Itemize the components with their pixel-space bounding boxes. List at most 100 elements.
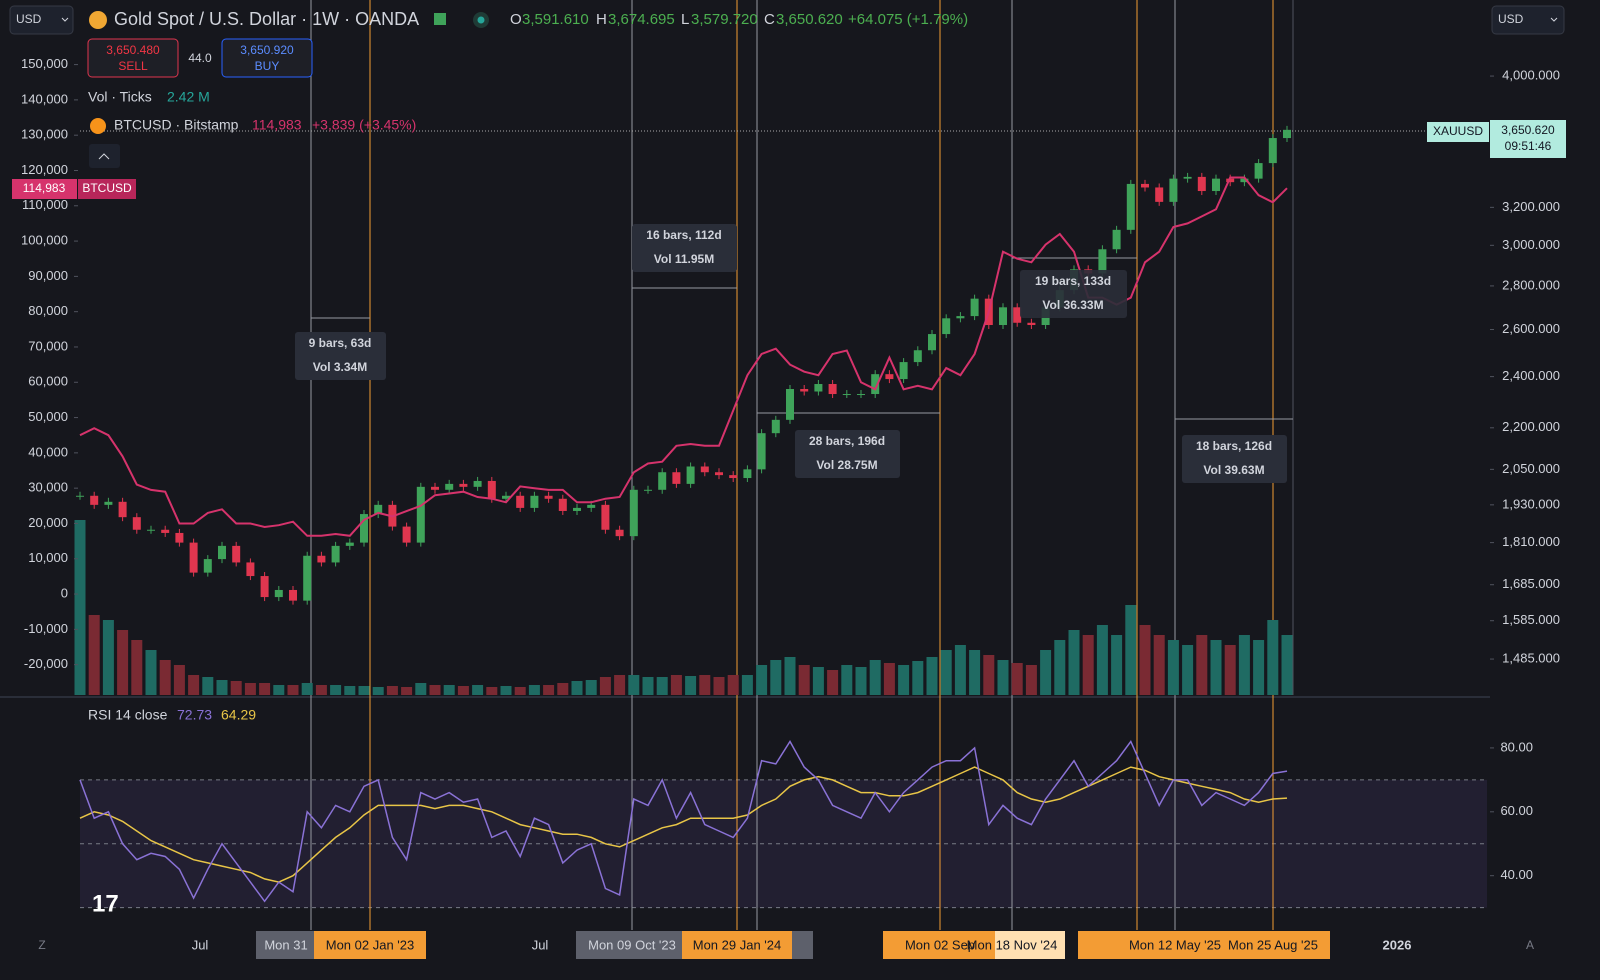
- volume-bar: [954, 645, 966, 695]
- volume-bar: [159, 660, 171, 695]
- gold-price: 3,650.620: [1501, 123, 1555, 137]
- y-tick-label: 2,050.000: [1502, 461, 1560, 476]
- candle: [360, 514, 368, 543]
- candle: [743, 469, 752, 479]
- volume-bar: [1267, 620, 1279, 695]
- o-label: O: [510, 11, 522, 28]
- time-tag: [995, 931, 1065, 959]
- volume-bar: [401, 687, 413, 695]
- volume-bar: [244, 683, 256, 695]
- candle: [374, 504, 383, 515]
- candle: [1197, 176, 1206, 192]
- buy-price: 3,650.920: [240, 43, 294, 57]
- candle: [1098, 249, 1107, 274]
- y-tick-label: 1,930.000: [1502, 496, 1560, 511]
- volume-bar: [1040, 650, 1052, 695]
- measurements: 9 bars, 63d Vol 3.34M 16 bars, 112d Vol …: [295, 224, 1287, 483]
- symbol-title[interactable]: Gold Spot / U.S. Dollar · 1W · OANDA: [114, 9, 419, 29]
- gold-price-tag: [1490, 120, 1566, 158]
- buy-button[interactable]: [221, 38, 313, 78]
- measure-bars: 28 bars, 196d: [809, 434, 885, 448]
- l-label: L: [681, 11, 689, 28]
- h-label: H: [596, 11, 607, 28]
- candle: [246, 562, 255, 577]
- candle: [203, 559, 212, 573]
- compare-price: 114,983: [252, 117, 302, 133]
- y-tick-label: 2,600.000: [1502, 321, 1560, 336]
- time-label: Jul: [192, 937, 209, 952]
- volume-bar: [1253, 640, 1265, 695]
- volume-bar: [372, 687, 384, 695]
- currency-select[interactable]: [1491, 5, 1565, 35]
- volume-bar: [883, 663, 895, 695]
- candle: [771, 419, 780, 434]
- candle: [445, 483, 454, 490]
- logo[interactable]: 17: [92, 890, 119, 917]
- volume-bar: [1054, 640, 1066, 695]
- volume-bar: [344, 686, 356, 695]
- collapse-button[interactable]: [89, 144, 120, 168]
- candle: [828, 384, 837, 395]
- y-tick-label: 60.00: [1500, 803, 1533, 818]
- volume-bar: [315, 685, 327, 695]
- y-tick-label: 70,000: [28, 338, 68, 353]
- y-tick-label: 40.00: [1500, 867, 1533, 882]
- z-icon[interactable]: Z: [38, 938, 45, 952]
- candle: [786, 388, 794, 420]
- candle: [615, 529, 624, 537]
- auto-icon[interactable]: A: [1526, 938, 1534, 952]
- candle: [842, 394, 851, 396]
- volume-bar: [88, 615, 100, 695]
- o-value: 3,591.610: [522, 11, 589, 28]
- volume-bar: [131, 640, 143, 695]
- time-tag: [256, 931, 314, 959]
- candle: [1254, 163, 1263, 179]
- btc-price-tag: [12, 179, 77, 199]
- candle: [757, 433, 766, 470]
- rsi-ma-value: 64.29: [221, 707, 256, 723]
- h-value: 3,674.695: [608, 11, 675, 28]
- candle: [1169, 178, 1178, 202]
- volume-bar: [145, 650, 157, 695]
- y-tick-label: 1,810.000: [1502, 534, 1560, 549]
- candle: [331, 545, 340, 563]
- measure-box: [632, 224, 737, 272]
- volume-bar: [230, 681, 242, 695]
- volume-bar: [500, 686, 512, 695]
- volume-bar: [273, 685, 285, 695]
- volume-bar: [585, 680, 597, 695]
- chevron-up: [98, 153, 110, 160]
- candle: [1226, 178, 1235, 183]
- y-tick-label: 90,000: [28, 268, 68, 283]
- plot: [74, 125, 1293, 903]
- candle: [487, 480, 496, 499]
- c-label: C: [764, 11, 775, 28]
- sell-button[interactable]: [87, 38, 179, 78]
- candle: [189, 542, 198, 573]
- candle: [629, 489, 638, 537]
- volume-bar: [74, 520, 86, 695]
- candle: [516, 495, 525, 508]
- volume-bar: [841, 665, 853, 695]
- volume-bar: [898, 665, 910, 695]
- candle: [274, 589, 283, 598]
- volume-bar: [1111, 635, 1123, 695]
- volume-bar: [301, 683, 313, 695]
- compare-legend: BTCUSD · Bitstamp: [114, 117, 239, 133]
- buy-label: BUY: [255, 59, 280, 73]
- currency-select[interactable]: [9, 5, 74, 35]
- volume-bar: [443, 685, 455, 695]
- y-tick-label: 1,685.000: [1502, 576, 1560, 591]
- volume-bar: [1139, 625, 1151, 695]
- candle: [90, 495, 99, 505]
- time-label: Jul: [532, 937, 549, 952]
- status-dot: [477, 16, 485, 24]
- y-tick-label: 110,000: [22, 197, 68, 212]
- volume-bar: [699, 675, 711, 695]
- volume-bar: [571, 681, 583, 695]
- y-tick-label: 80,000: [28, 303, 68, 318]
- measure-box: [1182, 435, 1287, 483]
- time-label: 2026: [1383, 937, 1412, 952]
- y-tick-label: 30,000: [28, 480, 68, 495]
